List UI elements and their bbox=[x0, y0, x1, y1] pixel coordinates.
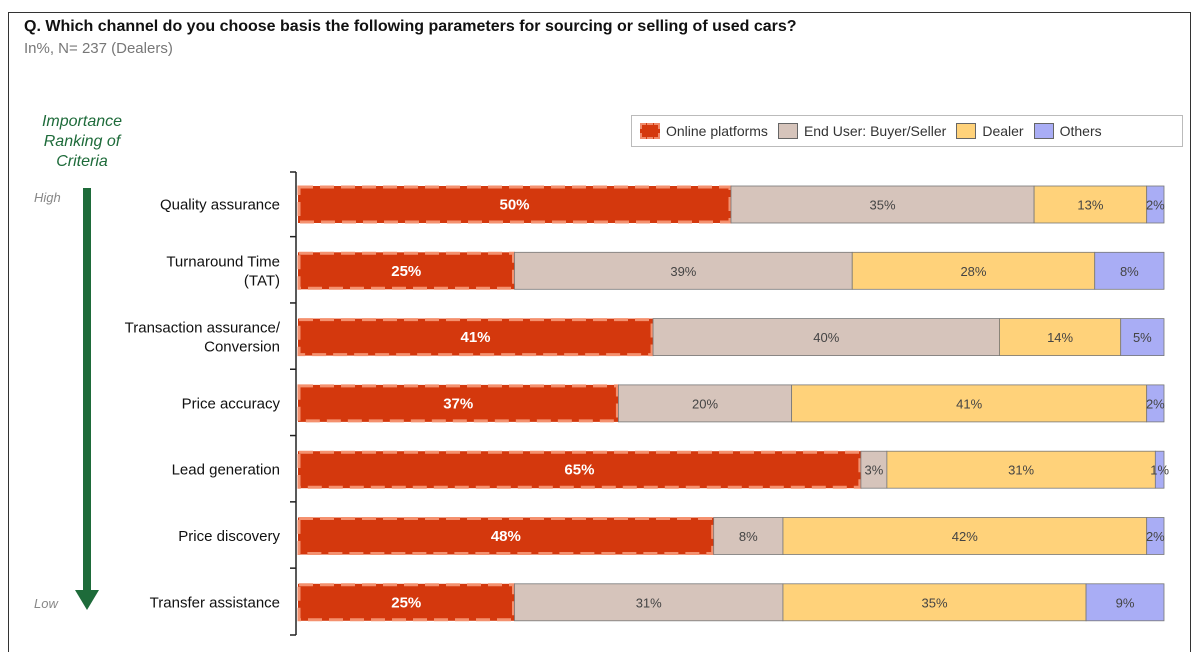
category-label: Price accuracy bbox=[182, 395, 281, 412]
bar-segment-others bbox=[1085, 583, 1165, 622]
bar-segment-end-user bbox=[713, 517, 784, 555]
bar-segment-others bbox=[1146, 185, 1165, 224]
bar-segment-online bbox=[298, 451, 861, 489]
bar-segment-others bbox=[1094, 251, 1165, 290]
data-label-online: 25% bbox=[391, 594, 421, 611]
category-label: Quality assurance bbox=[160, 197, 280, 214]
data-label-others: 1% bbox=[1150, 463, 1169, 478]
data-label-online: 37% bbox=[443, 395, 473, 412]
legend-label: Others bbox=[1059, 123, 1102, 139]
data-label-dealer: 41% bbox=[956, 396, 982, 411]
ranking-title: Importance Ranking of Criteria bbox=[30, 112, 134, 172]
category-label: Price discovery bbox=[178, 528, 280, 545]
ranking-title-line: Criteria bbox=[56, 153, 108, 170]
bar-segment-online-outline bbox=[297, 517, 715, 555]
data-label-online: 48% bbox=[491, 528, 521, 545]
chart-title: Q. Which channel do you choose basis the… bbox=[24, 18, 797, 35]
data-label-others: 8% bbox=[1120, 264, 1139, 279]
bar-segment-online bbox=[298, 186, 731, 223]
legend-item-online: Online platforms bbox=[640, 123, 768, 139]
bar-segment-online bbox=[298, 252, 515, 290]
bar-segment-others bbox=[1154, 450, 1165, 489]
category-label: (TAT) bbox=[244, 272, 280, 289]
bar-segment-dealer bbox=[999, 318, 1122, 357]
data-label-others: 9% bbox=[1116, 595, 1135, 610]
ranking-title-line: Importance bbox=[41, 113, 123, 130]
data-label-dealer: 35% bbox=[921, 595, 947, 610]
data-label-end-user: 20% bbox=[692, 396, 718, 411]
bar-segment-online-outline bbox=[297, 583, 515, 622]
bar-segment-online-outline bbox=[297, 251, 515, 290]
legend-swatch-others bbox=[1033, 123, 1054, 139]
data-label-others: 2% bbox=[1146, 198, 1165, 213]
legend-label: Online platforms bbox=[666, 123, 768, 139]
data-label-dealer: 14% bbox=[1047, 330, 1073, 345]
bar-segment-end-user bbox=[514, 583, 784, 622]
legend-swatch-dealer bbox=[956, 123, 977, 139]
bar-segment-online bbox=[298, 583, 515, 621]
bar-segment-end-user bbox=[652, 318, 1000, 357]
data-label-end-user: 3% bbox=[864, 463, 883, 478]
data-label-dealer: 31% bbox=[1008, 463, 1034, 478]
bar-segment-others bbox=[1146, 384, 1165, 423]
data-label-others: 5% bbox=[1133, 330, 1152, 345]
category-label: Transfer assistance bbox=[150, 594, 280, 611]
legend-item-end-user: End User: Buyer/Seller bbox=[777, 123, 947, 139]
bar-segment-dealer bbox=[782, 517, 1148, 555]
bar-segment-end-user bbox=[860, 450, 888, 489]
data-label-online: 25% bbox=[391, 263, 421, 280]
bar-segment-online-outline bbox=[297, 384, 619, 423]
data-label-end-user: 35% bbox=[870, 198, 896, 213]
data-label-dealer: 42% bbox=[952, 529, 978, 544]
data-label-end-user: 31% bbox=[636, 595, 662, 610]
ranking-arrow-head bbox=[75, 590, 99, 610]
bar-segment-online-outline bbox=[297, 185, 732, 224]
bar-segment-online-outline bbox=[297, 450, 862, 489]
bar-segment-dealer bbox=[1033, 185, 1148, 224]
data-label-end-user: 8% bbox=[739, 529, 758, 544]
bar-segment-others bbox=[1120, 318, 1165, 357]
bar-segment-online bbox=[298, 318, 654, 356]
data-label-dealer: 13% bbox=[1077, 198, 1103, 213]
chart-frame bbox=[8, 12, 1191, 652]
data-label-others: 2% bbox=[1146, 396, 1165, 411]
legend-swatch-online bbox=[640, 123, 660, 139]
chart-legend: Online platforms End User: Buyer/Seller … bbox=[631, 115, 1183, 147]
category-label: Conversion bbox=[204, 339, 280, 356]
bar-segment-others bbox=[1146, 517, 1165, 555]
category-label: Transaction assurance/ bbox=[125, 320, 281, 337]
chart-subtitle: In%, N= 237 (Dealers) bbox=[24, 40, 173, 57]
data-label-dealer: 28% bbox=[960, 264, 986, 279]
ranking-low-label: Low bbox=[34, 596, 58, 611]
bar-segment-end-user bbox=[618, 384, 793, 423]
bar-segment-online-outline bbox=[297, 318, 654, 357]
data-label-online: 41% bbox=[461, 329, 491, 346]
data-label-end-user: 40% bbox=[813, 330, 839, 345]
legend-swatch-end-user bbox=[777, 123, 798, 139]
data-label-online: 65% bbox=[564, 462, 594, 479]
bar-segment-dealer bbox=[791, 384, 1148, 423]
ranking-high-label: High bbox=[34, 190, 61, 205]
bar-segment-end-user bbox=[514, 251, 853, 290]
legend-item-dealer: Dealer bbox=[956, 123, 1024, 139]
data-label-online: 50% bbox=[499, 197, 529, 214]
bar-segment-online bbox=[298, 384, 619, 422]
legend-item-others: Others bbox=[1033, 123, 1102, 139]
data-label-end-user: 39% bbox=[670, 264, 696, 279]
category-label: Turnaround Time bbox=[166, 253, 280, 270]
data-label-others: 2% bbox=[1146, 529, 1165, 544]
legend-label: End User: Buyer/Seller bbox=[803, 123, 947, 139]
bar-segment-online bbox=[298, 517, 714, 555]
ranking-title-line: Ranking of bbox=[43, 133, 121, 150]
legend-label: Dealer bbox=[982, 123, 1024, 139]
category-label: Lead generation bbox=[172, 462, 280, 479]
